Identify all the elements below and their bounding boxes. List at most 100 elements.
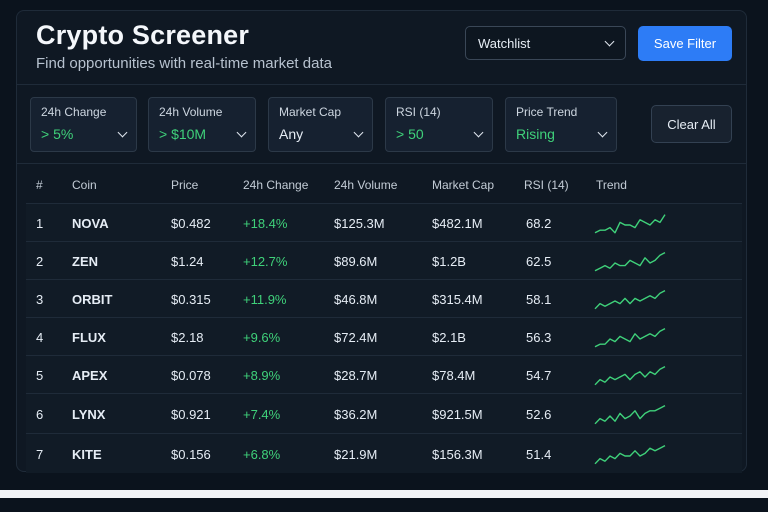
filter-label: Price Trend	[516, 105, 578, 119]
cell-price: $0.482	[171, 216, 211, 231]
table-row[interactable]: 5 APEX $0.078 +8.9% $28.7M $78.4M 54.7	[26, 355, 742, 393]
sparkline-icon	[594, 251, 666, 272]
cell-rank: 3	[36, 292, 44, 307]
cell-change: +11.9%	[243, 292, 287, 307]
sparkline-icon	[594, 444, 666, 465]
cell-coin[interactable]: KITE	[72, 447, 102, 462]
filter-value: Any	[279, 126, 304, 142]
cell-rsi: 54.7	[526, 368, 552, 383]
page-title: Crypto Screener	[36, 20, 250, 50]
column-header-price[interactable]: Price	[171, 178, 199, 192]
table-row[interactable]: 2 ZEN $1.24 +12.7% $89.6M $1.2B 62.5	[26, 241, 742, 279]
cell-change: +6.8%	[243, 447, 281, 462]
cell-price: $0.921	[171, 407, 211, 422]
column-header-coin[interactable]: Coin	[72, 178, 97, 192]
cell-volume: $72.4M	[334, 330, 378, 345]
cell-rsi: 56.3	[526, 330, 552, 345]
filter-value: > 50	[396, 126, 424, 142]
cell-coin[interactable]: FLUX	[72, 330, 106, 345]
sparkline-icon	[594, 289, 666, 310]
cell-mcap: $1.2B	[432, 254, 466, 269]
sparkline-icon	[594, 404, 666, 425]
filter-24h-volume[interactable]: 24h Volume > $10M	[148, 97, 256, 152]
chevron-down-icon	[236, 127, 247, 137]
bottom-strip	[0, 490, 768, 498]
filter-label: RSI (14)	[396, 105, 441, 119]
filter-value: > $10M	[159, 126, 207, 142]
cell-rank: 5	[36, 368, 44, 383]
cell-change: +8.9%	[243, 368, 281, 383]
cell-change: +12.7%	[243, 254, 288, 269]
column-header-24h-volume[interactable]: 24h Volume	[334, 178, 398, 192]
cell-rsi: 62.5	[526, 254, 552, 269]
watchlist-label: Watchlist	[478, 35, 531, 51]
filter-label: 24h Volume	[159, 105, 223, 119]
filter-price-trend[interactable]: Price Trend Rising	[505, 97, 617, 152]
cell-mcap: $482.1M	[432, 216, 483, 231]
filter-market-cap[interactable]: Market Cap Any	[268, 97, 373, 152]
chevron-down-icon	[473, 127, 484, 137]
column-header-rsi[interactable]: RSI (14)	[524, 178, 569, 192]
cell-mcap: $2.1B	[432, 330, 466, 345]
save-filter-button[interactable]: Save Filter	[638, 26, 732, 61]
cell-volume: $36.2M	[334, 407, 378, 422]
sparkline-icon	[594, 365, 666, 386]
cell-rsi: 51.4	[526, 447, 552, 462]
cell-rsi: 52.6	[526, 407, 552, 422]
filter-label: Market Cap	[279, 105, 342, 119]
chevron-down-icon	[604, 36, 615, 46]
cell-change: +9.6%	[243, 330, 281, 345]
column-header-24h-change[interactable]: 24h Change	[243, 178, 309, 192]
cell-price: $0.156	[171, 447, 211, 462]
cell-volume: $125.3M	[334, 216, 385, 231]
cell-rank: 7	[36, 447, 44, 462]
cell-mcap: $921.5M	[432, 407, 483, 422]
cell-rank: 6	[36, 407, 44, 422]
cell-rank: 4	[36, 330, 44, 345]
table-row[interactable]: 3 ORBIT $0.315 +11.9% $46.8M $315.4M 58.1	[26, 279, 742, 317]
chevron-down-icon	[597, 127, 608, 137]
filter-label: 24h Change	[41, 105, 107, 119]
column-header-trend[interactable]: Trend	[596, 178, 627, 192]
cell-change: +18.4%	[243, 216, 288, 231]
table-row[interactable]: 7 KITE $0.156 +6.8% $21.9M $156.3M 51.4	[26, 433, 742, 473]
cell-volume: $28.7M	[334, 368, 378, 383]
cell-rsi: 68.2	[526, 216, 552, 231]
column-header-rank[interactable]: #	[36, 178, 43, 192]
cell-rank: 2	[36, 254, 44, 269]
table-row[interactable]: 6 LYNX $0.921 +7.4% $36.2M $921.5M 52.6	[26, 393, 742, 433]
filter-bar	[16, 84, 747, 164]
column-header-market-cap[interactable]: Market Cap	[432, 178, 495, 192]
sparkline-icon	[594, 327, 666, 348]
filter-rsi[interactable]: RSI (14) > 50	[385, 97, 493, 152]
cell-coin[interactable]: APEX	[72, 368, 108, 383]
chevron-down-icon	[117, 127, 128, 137]
clear-all-button[interactable]: Clear All	[651, 105, 732, 143]
table-row[interactable]: 1 NOVA $0.482 +18.4% $125.3M $482.1M 68.2	[26, 203, 742, 241]
cell-rsi: 58.1	[526, 292, 552, 307]
cell-volume: $46.8M	[334, 292, 378, 307]
cell-mcap: $315.4M	[432, 292, 483, 307]
cell-mcap: $78.4M	[432, 368, 476, 383]
cell-price: $0.078	[171, 368, 211, 383]
cell-mcap: $156.3M	[432, 447, 483, 462]
filter-value: Rising	[516, 126, 555, 142]
cell-price: $0.315	[171, 292, 211, 307]
sparkline-icon	[594, 214, 666, 234]
cell-rank: 1	[36, 216, 44, 231]
filter-value: > 5%	[41, 126, 74, 142]
chevron-down-icon	[353, 127, 364, 137]
cell-volume: $21.9M	[334, 447, 378, 462]
cell-coin[interactable]: NOVA	[72, 216, 109, 231]
cell-coin[interactable]: ZEN	[72, 254, 98, 269]
watchlist-dropdown[interactable]: Watchlist	[465, 26, 626, 60]
cell-price: $1.24	[171, 254, 204, 269]
cell-change: +7.4%	[243, 407, 281, 422]
cell-coin[interactable]: ORBIT	[72, 292, 113, 307]
page-subtitle: Find opportunities with real-time market…	[36, 55, 332, 72]
cell-price: $2.18	[171, 330, 204, 345]
table-row[interactable]: 4 FLUX $2.18 +9.6% $72.4M $2.1B 56.3	[26, 317, 742, 355]
cell-volume: $89.6M	[334, 254, 378, 269]
cell-coin[interactable]: LYNX	[72, 407, 106, 422]
filter-24h-change[interactable]: 24h Change > 5%	[30, 97, 137, 152]
